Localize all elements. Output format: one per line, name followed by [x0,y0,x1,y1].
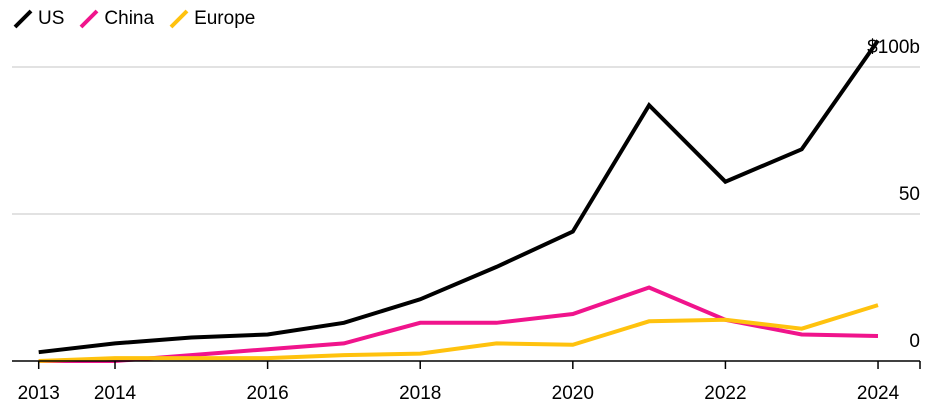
legend-item-europe: Europe [168,8,255,30]
x-tick-label: 2022 [704,383,746,404]
x-tick-label: 2016 [246,383,288,404]
x-tick-label: 2018 [399,383,441,404]
x-tick-label: 2014 [94,383,137,404]
legend-label: Europe [194,8,256,29]
legend-swatch-icon [13,9,33,29]
series-line-us [38,39,880,355]
series-line-europe [38,303,879,363]
legend-label: US [38,8,65,29]
legend-item-us: US [12,8,64,30]
legend-swatch-icon [79,9,99,29]
legend-swatch-icon [169,9,189,29]
legend: US China Europe [12,6,269,32]
x-tick-label: 2020 [552,383,594,404]
y-tick-label: 50 [899,184,920,205]
x-tick-label: 2024 [857,383,900,404]
y-tick-label: 0 [909,331,920,352]
x-tick-label: 2013 [18,383,60,404]
y-tick-label: $100b [867,37,920,58]
legend-item-china: China [78,8,154,30]
legend-label: China [104,8,155,29]
